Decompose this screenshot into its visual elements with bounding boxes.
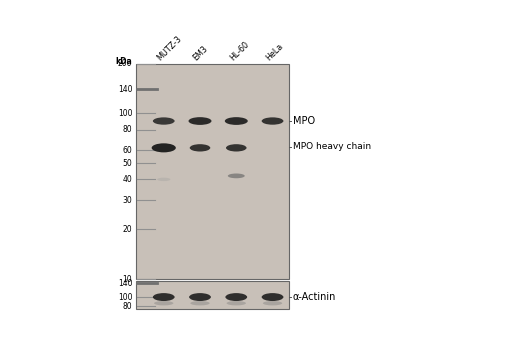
Text: 140: 140 — [118, 279, 132, 288]
Ellipse shape — [189, 117, 212, 125]
Ellipse shape — [227, 301, 246, 306]
Text: 60: 60 — [123, 146, 132, 155]
Text: 50: 50 — [123, 159, 132, 168]
Text: 20: 20 — [123, 225, 132, 234]
Ellipse shape — [153, 117, 175, 125]
Text: EM3: EM3 — [192, 44, 210, 62]
Text: 30: 30 — [123, 196, 132, 205]
Text: 200: 200 — [118, 59, 132, 68]
Text: HeLa: HeLa — [264, 42, 285, 62]
Text: kDa: kDa — [115, 57, 132, 66]
Text: 10: 10 — [123, 275, 132, 284]
FancyBboxPatch shape — [136, 280, 289, 309]
Text: MPO: MPO — [293, 116, 315, 126]
Text: HL-60: HL-60 — [228, 40, 251, 62]
Text: MPO heavy chain: MPO heavy chain — [293, 142, 371, 151]
Ellipse shape — [190, 144, 210, 152]
Ellipse shape — [152, 143, 176, 152]
Ellipse shape — [228, 174, 245, 178]
Text: α-Actinin: α-Actinin — [293, 292, 336, 302]
Ellipse shape — [153, 293, 175, 301]
Ellipse shape — [189, 293, 211, 301]
Text: MUTZ-3: MUTZ-3 — [155, 34, 184, 62]
Ellipse shape — [225, 293, 247, 301]
Text: 140: 140 — [118, 85, 132, 94]
Text: 40: 40 — [123, 175, 132, 184]
Text: 80: 80 — [123, 302, 132, 311]
Text: 100: 100 — [118, 109, 132, 118]
Ellipse shape — [226, 144, 246, 152]
Text: 100: 100 — [118, 293, 132, 302]
Ellipse shape — [190, 301, 210, 306]
FancyBboxPatch shape — [136, 64, 289, 279]
Ellipse shape — [263, 301, 282, 306]
Ellipse shape — [262, 117, 283, 125]
Ellipse shape — [262, 293, 283, 301]
Ellipse shape — [154, 301, 173, 306]
Ellipse shape — [157, 178, 171, 181]
Ellipse shape — [225, 117, 248, 125]
Text: 80: 80 — [123, 125, 132, 134]
